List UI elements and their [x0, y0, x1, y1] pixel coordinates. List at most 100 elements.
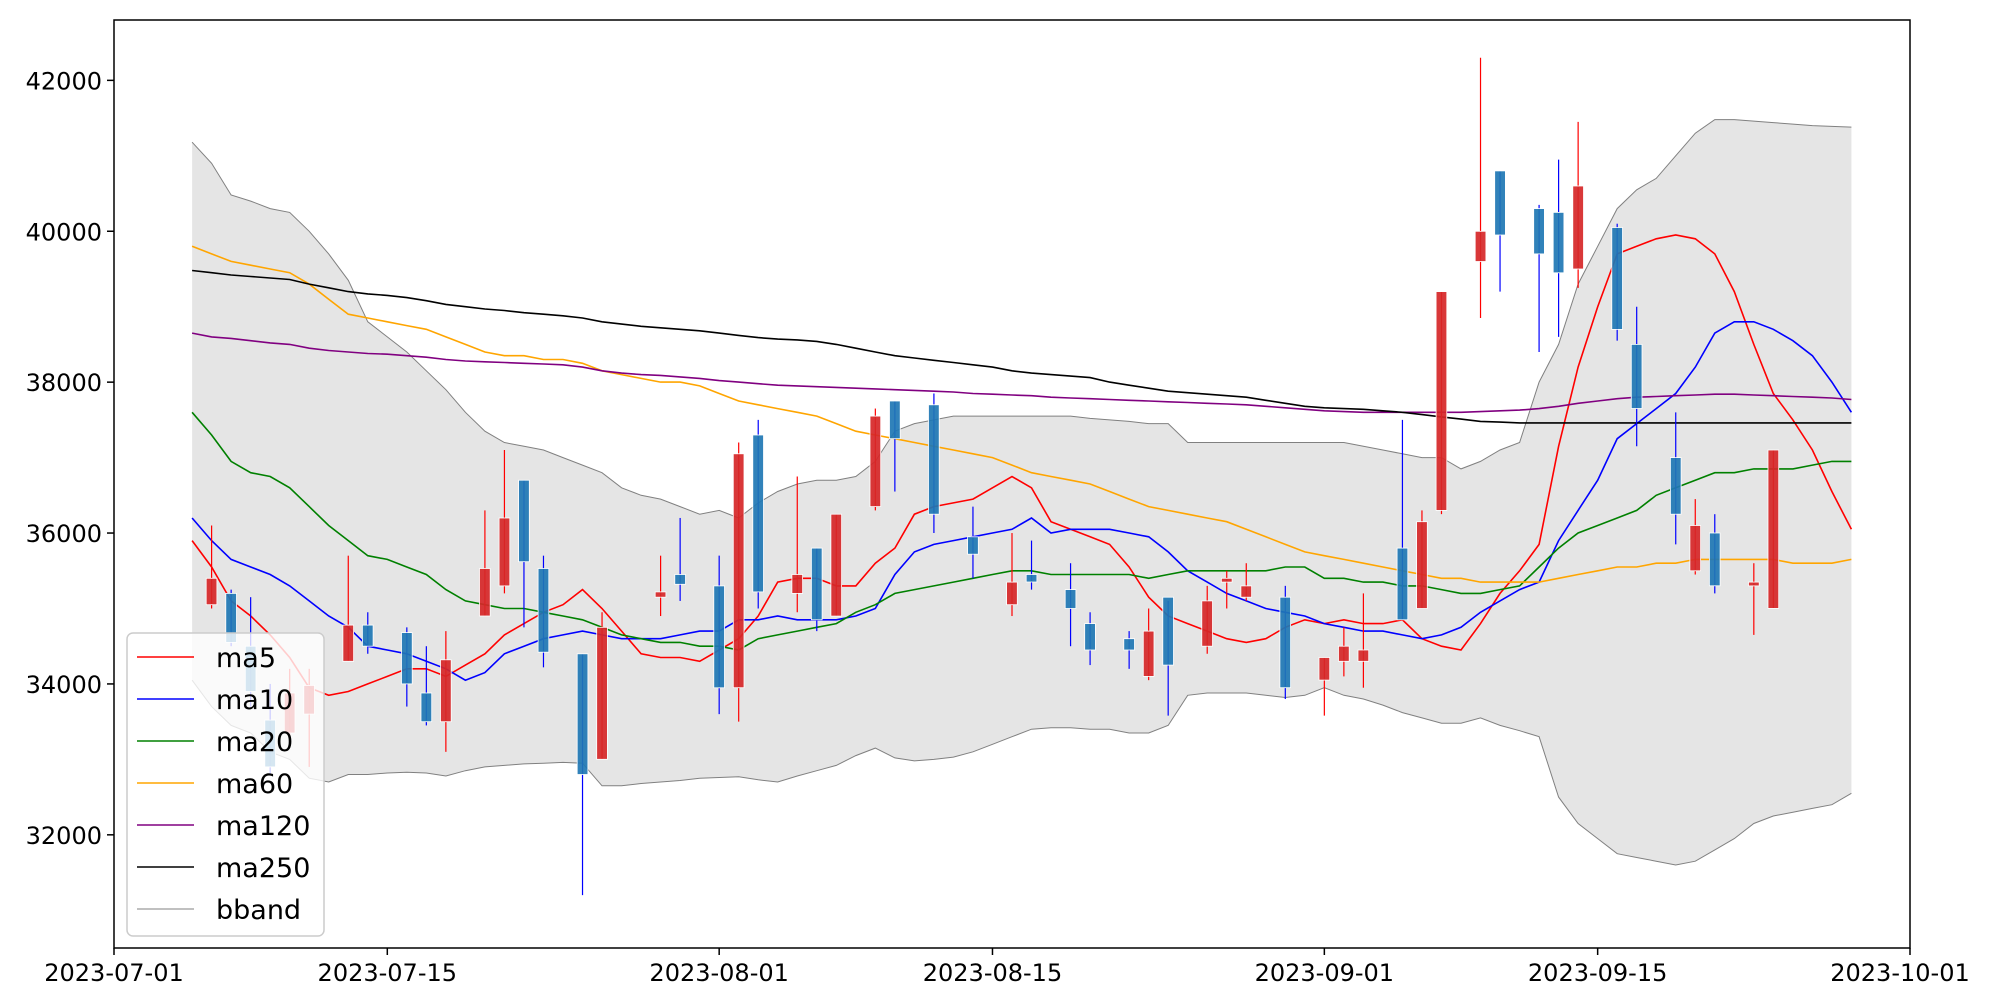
candle-body	[928, 404, 940, 515]
candle-body	[596, 626, 608, 760]
candle-body	[440, 659, 452, 723]
candle-2023-09-14	[1572, 121, 1584, 288]
candle-2023-09-03	[1357, 593, 1370, 688]
candle-body	[1201, 600, 1213, 647]
candle-body	[205, 577, 218, 606]
candle-2023-09-23	[1748, 563, 1760, 635]
candle-2023-07-06	[205, 525, 218, 609]
candle-2023-08-28	[1240, 563, 1253, 601]
candle-2023-07-26	[596, 612, 608, 760]
candle-2023-08-09	[869, 408, 882, 511]
legend-label-bband: bband	[216, 895, 301, 926]
candle-body	[1221, 577, 1233, 583]
candle-body	[1357, 649, 1370, 662]
candle-2023-09-16	[1611, 223, 1623, 341]
y-tick-label: 42000	[26, 67, 102, 95]
x-tick-label: 2023-10-01	[1830, 959, 1969, 987]
candle-2023-09-01	[1318, 657, 1331, 716]
legend-label-ma5: ma5	[216, 643, 276, 674]
candle-body	[791, 574, 804, 594]
candle-2023-08-20	[1084, 612, 1096, 666]
candle-2023-07-17	[420, 646, 433, 726]
candle-2023-07-16	[401, 627, 413, 707]
candle-body	[1279, 596, 1292, 689]
candle-2023-08-16	[1006, 533, 1018, 617]
candle-body	[1474, 230, 1487, 262]
candle-body	[967, 536, 979, 555]
candle-2023-08-17	[1025, 540, 1038, 590]
candle-body	[889, 400, 901, 440]
legend: ma5 ma10 ma20 ma60 ma120 ma250 bband	[126, 632, 325, 937]
candle-2023-07-30	[674, 517, 686, 601]
candle-body	[420, 692, 433, 723]
candle-body	[654, 591, 667, 598]
candle-body	[752, 434, 764, 593]
candle-body	[1630, 343, 1643, 409]
candle-2023-07-13	[342, 555, 354, 662]
x-tick-label: 2023-08-15	[923, 959, 1062, 987]
bband-fill	[192, 119, 1852, 866]
candle-2023-09-19	[1670, 412, 1682, 545]
legend-label-ma10: ma10	[216, 685, 293, 716]
candle-2023-08-30	[1279, 585, 1292, 700]
candle-body	[732, 453, 745, 689]
candle-body	[498, 517, 511, 587]
candle-2023-09-02	[1338, 627, 1350, 677]
candle-body	[1064, 589, 1077, 609]
candle-2023-09-20	[1689, 499, 1702, 575]
candle-2023-08-14	[967, 506, 979, 579]
candle-2023-08-06	[811, 547, 823, 632]
candle-body	[518, 479, 530, 563]
y-tick-label: 34000	[26, 671, 102, 699]
candle-body	[1767, 449, 1780, 609]
ma5-line	[191, 234, 1853, 697]
candle-2023-08-07	[830, 513, 843, 617]
candle-2023-08-12	[928, 393, 940, 534]
candle-body	[1494, 170, 1506, 236]
legend-label-ma120: ma120	[216, 811, 310, 842]
legend-label-ma60: ma60	[216, 769, 293, 800]
candle-2023-07-23	[537, 555, 550, 668]
candle-2023-08-26	[1201, 585, 1213, 654]
legend-label-ma250: ma250	[216, 853, 310, 884]
candle-body	[1748, 581, 1760, 587]
candle-body	[1084, 623, 1096, 651]
ma60-line	[191, 245, 1852, 583]
ma250-line	[192, 269, 1852, 424]
candle-body	[342, 624, 354, 662]
candle-body	[1533, 208, 1545, 255]
candle-body	[1142, 630, 1155, 677]
candle-body	[674, 574, 686, 585]
candle-body	[1123, 638, 1135, 651]
candle-body	[1396, 547, 1409, 621]
bollinger-band-layer	[191, 119, 1852, 866]
x-tick-label: 2023-07-15	[318, 959, 457, 987]
candle-2023-09-17	[1630, 306, 1643, 447]
x-tick-label: 2023-07-01	[44, 959, 183, 987]
candle-body	[1416, 521, 1428, 609]
candle-2023-09-21	[1709, 514, 1721, 594]
legend-label-ma20: ma20	[216, 727, 293, 758]
candle-body	[1709, 532, 1721, 587]
candle-body	[869, 415, 882, 508]
candle-2023-08-24	[1162, 596, 1174, 716]
candle-2023-08-01	[713, 555, 725, 715]
legend-box	[126, 632, 325, 937]
candle-2023-08-10	[889, 400, 901, 492]
x-axis: 2023-07-01 2023-07-15 2023-08-01 2023-08-15…	[44, 948, 1970, 987]
candle-2023-09-06	[1416, 510, 1428, 609]
candle-2023-07-25	[576, 653, 589, 896]
candle-body	[401, 632, 413, 685]
bband-upper-line	[191, 119, 1852, 519]
candle-2023-07-20	[479, 510, 491, 617]
bband-lower-line	[191, 679, 1852, 866]
ma120-line	[191, 332, 1852, 414]
candle-2023-07-22	[518, 479, 530, 628]
candle-body	[811, 547, 823, 621]
ma10-line	[191, 320, 1853, 682]
y-axis: 32000 34000 36000 38000 40000 42000	[26, 67, 114, 850]
candle-body	[1338, 645, 1350, 662]
y-tick-label: 38000	[26, 369, 102, 397]
x-tick-label: 2023-08-01	[649, 959, 788, 987]
